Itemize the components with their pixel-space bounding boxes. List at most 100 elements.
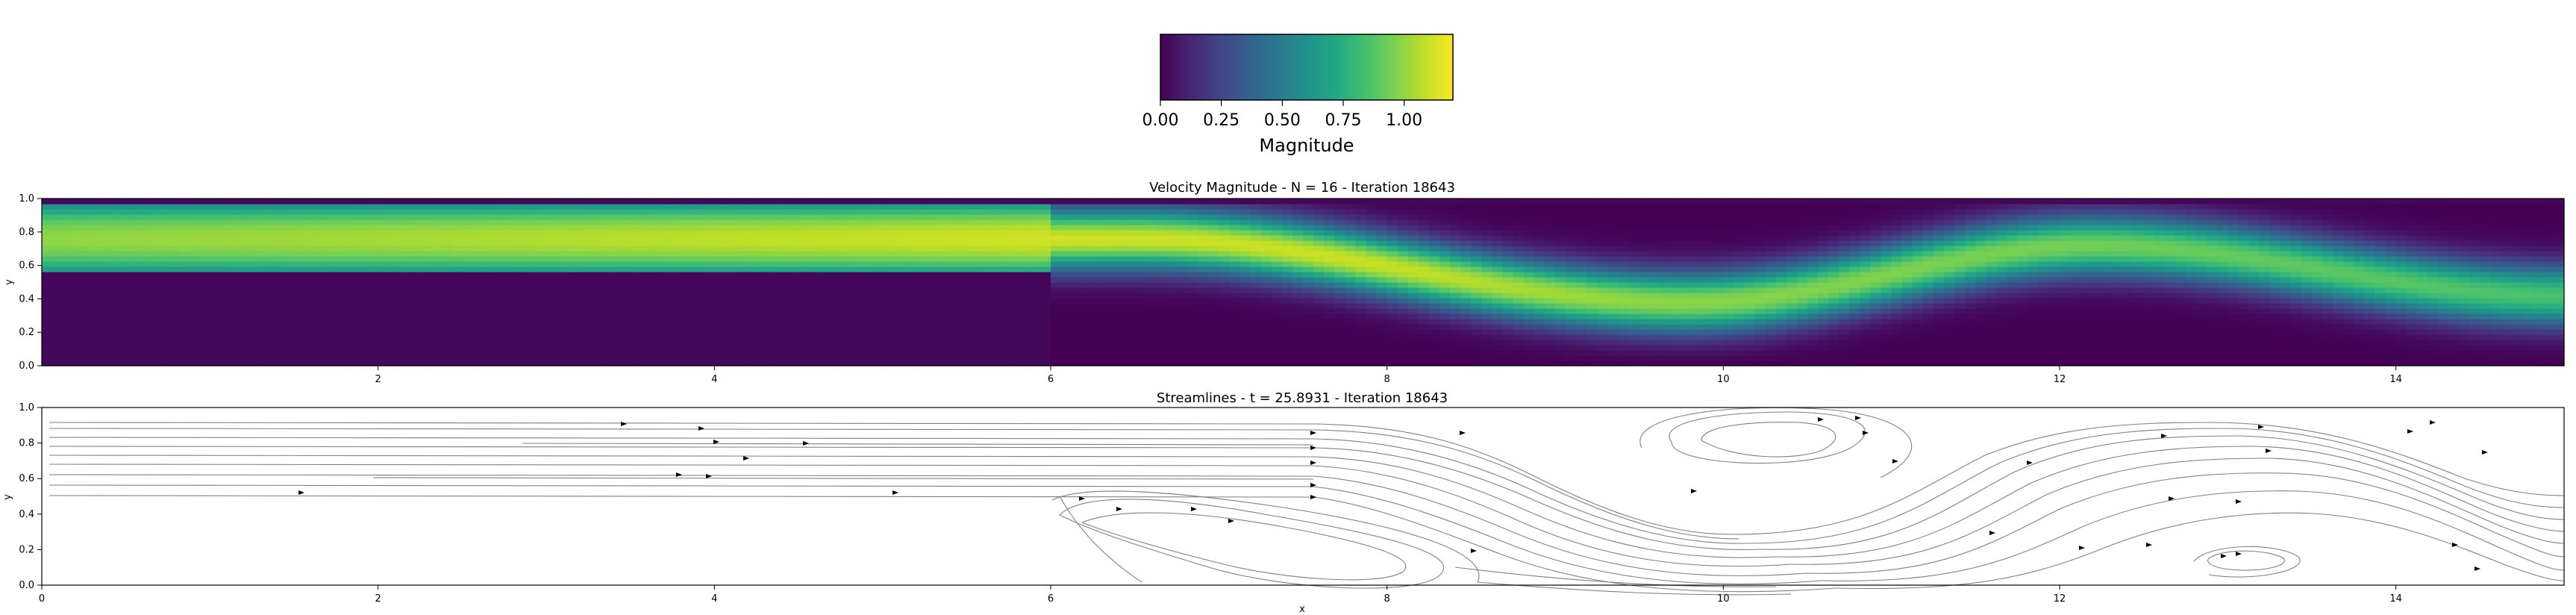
heatmap-cell xyxy=(777,350,789,356)
heatmap-cell xyxy=(104,308,116,314)
heatmap-cell xyxy=(272,287,284,293)
heatmap-cell xyxy=(966,246,978,252)
heatmap-cell xyxy=(903,355,915,361)
heatmap-cell xyxy=(903,334,915,340)
heatmap-cell xyxy=(567,282,578,288)
heatmap-cell xyxy=(1313,251,1325,257)
heatmap-cell xyxy=(1145,219,1157,225)
heatmap-cell xyxy=(1145,360,1157,366)
heatmap-cell xyxy=(1250,324,1262,330)
heatmap-cell xyxy=(431,329,442,335)
heatmap-cell xyxy=(882,303,894,309)
heatmap-cell xyxy=(1239,340,1251,346)
heatmap-cell xyxy=(1523,209,1535,215)
heatmap-cell xyxy=(1460,360,1472,366)
heatmap-cell xyxy=(672,334,684,340)
heatmap-cell xyxy=(1281,355,1293,361)
heatmap-cell xyxy=(1082,287,1093,293)
heatmap-cell xyxy=(1492,298,1504,304)
heatmap-cell xyxy=(1376,282,1388,288)
heatmap-cell xyxy=(1597,350,1609,356)
heatmap-cell xyxy=(1397,246,1409,252)
heatmap-cell xyxy=(535,334,547,340)
heatmap-cell xyxy=(535,266,547,272)
heatmap-cell xyxy=(714,303,726,309)
heatmap-cell xyxy=(1208,324,1219,330)
heatmap-cell xyxy=(304,272,316,278)
heatmap-cell xyxy=(619,219,631,225)
heatmap-cell xyxy=(819,225,831,231)
heatmap-cell xyxy=(210,256,222,262)
heatmap-cell xyxy=(745,340,757,346)
heatmap-cell xyxy=(241,355,253,361)
heatmap-cell xyxy=(472,298,484,304)
heatmap-cell xyxy=(578,272,589,278)
heatmap-cell xyxy=(882,219,894,225)
heatmap-cell xyxy=(1597,256,1609,262)
heatmap-cell xyxy=(104,313,116,319)
heatmap-cell xyxy=(683,319,694,325)
heatmap-cell xyxy=(882,204,894,210)
heatmap-cell xyxy=(630,240,642,246)
heatmap-cell xyxy=(945,334,957,340)
heatmap-cell xyxy=(1187,360,1198,366)
heatmap-cell xyxy=(977,334,989,340)
heatmap-cell xyxy=(1471,204,1483,210)
heatmap-cell xyxy=(231,214,243,220)
heatmap-cell xyxy=(1660,251,1672,257)
heatmap-cell xyxy=(756,246,768,252)
heatmap-cell xyxy=(304,240,316,246)
heatmap-cell xyxy=(1649,329,1661,335)
heatmap-cell xyxy=(1649,308,1661,314)
heatmap-cell xyxy=(441,261,452,267)
heatmap-cell xyxy=(1618,240,1630,246)
heatmap-cell xyxy=(1260,287,1272,293)
heatmap-cell xyxy=(1387,199,1398,205)
heatmap-cell xyxy=(1155,199,1167,205)
heatmap-cell xyxy=(136,303,148,309)
heatmap-cell xyxy=(1597,334,1609,340)
heatmap-cell xyxy=(189,199,200,205)
heatmap-cell xyxy=(136,246,148,252)
heatmap-cell xyxy=(1271,235,1283,241)
heatmap-cell xyxy=(1051,246,1062,252)
heatmap-cell xyxy=(1639,324,1651,330)
heatmap-cell xyxy=(630,204,642,210)
heatmap-cell xyxy=(830,240,841,246)
heatmap-cell xyxy=(357,272,369,278)
heatmap-cell xyxy=(598,240,610,246)
heatmap-cell xyxy=(766,246,778,252)
heatmap-cell xyxy=(1061,199,1072,205)
heatmap-cell xyxy=(294,298,305,304)
heatmap-cell xyxy=(262,266,274,272)
heatmap-cell xyxy=(199,355,210,361)
heatmap-cell xyxy=(336,209,348,215)
heatmap-cell xyxy=(819,230,831,236)
heatmap-cell xyxy=(1198,350,1209,356)
heatmap-cell xyxy=(251,225,263,231)
heatmap-cell xyxy=(1418,277,1430,283)
heatmap-cell xyxy=(1618,329,1630,335)
heatmap-cell xyxy=(1450,319,1461,325)
heatmap-cell xyxy=(1481,340,1493,346)
heatmap-cell xyxy=(1471,313,1483,319)
heatmap-cell xyxy=(1649,324,1661,330)
heatmap-cell xyxy=(1366,298,1378,304)
heatmap-cell xyxy=(1166,246,1178,252)
heatmap-cell xyxy=(220,308,232,314)
heatmap-cell xyxy=(1145,230,1157,236)
heatmap-cell xyxy=(1576,340,1587,346)
heatmap-cell xyxy=(73,277,84,283)
heatmap-cell xyxy=(398,355,410,361)
heatmap-cell xyxy=(966,240,978,246)
heatmap-cell xyxy=(1586,235,1598,241)
heatmap-cell xyxy=(1029,345,1041,351)
heatmap-cell xyxy=(472,293,484,299)
heatmap-cell xyxy=(94,324,106,330)
heatmap-cell xyxy=(42,277,53,283)
heatmap-cell xyxy=(630,360,642,366)
heatmap-cell xyxy=(535,287,547,293)
heatmap-cell xyxy=(1407,319,1419,325)
heatmap-cell xyxy=(409,334,421,340)
heatmap-cell xyxy=(903,256,915,262)
